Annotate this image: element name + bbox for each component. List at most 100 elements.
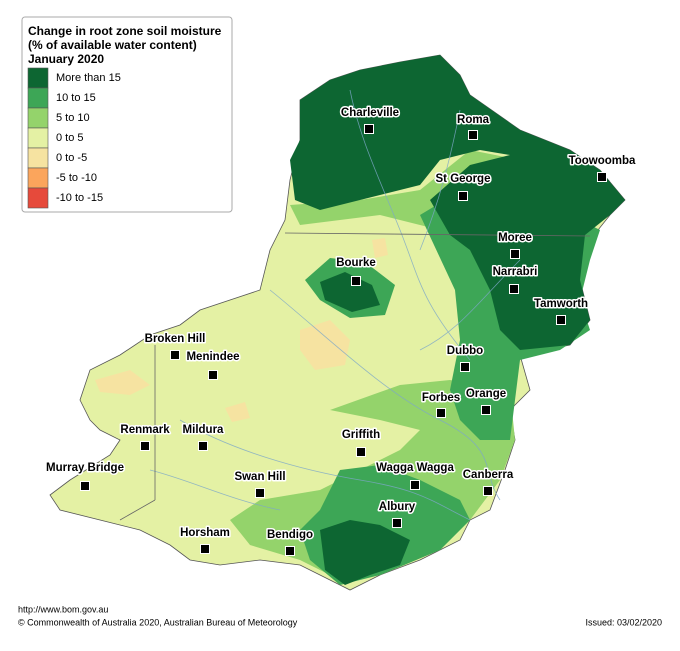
city-marker (556, 315, 566, 325)
city: Mildura (181, 423, 226, 451)
legend-title: January 2020 (28, 52, 104, 66)
city: Griffith (340, 428, 382, 457)
city: Canberra (461, 468, 515, 496)
legend-label: More than 15 (56, 72, 121, 84)
city-label: Forbes (422, 392, 460, 404)
city-marker (356, 447, 366, 457)
city: Toowoomba (567, 154, 638, 182)
city-label: Broken Hill (145, 333, 206, 345)
legend-label: 10 to 15 (56, 92, 96, 104)
city: Albury (377, 500, 417, 528)
footer-url: http://www.bom.gov.au (18, 604, 108, 614)
city-marker (468, 130, 478, 140)
city: St George (434, 172, 492, 201)
city-marker (255, 488, 265, 498)
city-label: Menindee (186, 351, 239, 363)
city-label: Roma (457, 114, 490, 126)
city-label: St George (436, 173, 491, 185)
city: Narrabri (491, 265, 539, 294)
city-label: Horsham (180, 527, 230, 539)
footer-copyright: © Commonwealth of Australia 2020, Austra… (18, 617, 298, 627)
city-marker (198, 441, 208, 451)
city-marker (481, 405, 491, 415)
legend-swatch (27, 87, 49, 109)
legend-label: 0 to -5 (56, 152, 87, 164)
city: Orange (464, 387, 508, 415)
city: Forbes (420, 391, 462, 418)
region-0-to-minus-5 (95, 370, 150, 395)
region-0-to-minus-5 (372, 238, 388, 258)
city-label: Toowoomba (569, 155, 636, 167)
legend-swatch (27, 147, 49, 169)
legend-label: -5 to -10 (56, 172, 97, 184)
city-marker (392, 518, 402, 528)
legend-box (21, 16, 233, 213)
city-label: Wagga Wagga (376, 462, 454, 474)
city-marker (140, 441, 150, 451)
city-marker (80, 481, 90, 491)
city-label: Griffith (342, 429, 380, 441)
legend-label: 5 to 10 (56, 112, 90, 124)
city: Swan Hill (233, 470, 287, 498)
city-marker (458, 191, 468, 201)
city: Tamworth (532, 297, 590, 325)
city-marker (285, 546, 295, 556)
region-0-to-minus-5 (300, 320, 350, 370)
legend-swatch (27, 107, 49, 129)
city-label: Orange (466, 388, 506, 400)
city-label: Canberra (463, 469, 514, 481)
city: Roma (456, 113, 491, 140)
city-label: Albury (379, 501, 416, 513)
city: Charleville (339, 106, 401, 134)
city: Wagga Wagga (375, 461, 456, 490)
city-marker (597, 172, 607, 182)
city-markers: Charleville Roma Toowoomba St George Moree N… (45, 106, 638, 556)
city: Moree (497, 231, 533, 259)
legend-swatch (27, 167, 49, 189)
city-marker (200, 544, 210, 554)
state-border (119, 232, 591, 521)
city-label: Dubbo (447, 345, 483, 357)
city-label: Bourke (336, 257, 376, 269)
city-marker (483, 486, 493, 496)
city-label: Mildura (183, 424, 224, 436)
city-marker (410, 480, 420, 490)
city-marker (351, 276, 361, 286)
city-marker (436, 408, 446, 418)
city-label: Moree (498, 232, 532, 244)
city-marker (509, 284, 519, 294)
legend-swatch (27, 127, 49, 149)
city: Broken Hill (143, 332, 207, 360)
legend-label: -10 to -15 (56, 192, 103, 204)
legend-title: Change in root zone soil moisture (28, 24, 222, 38)
city-label: Murray Bridge (46, 462, 124, 474)
city: Menindee (185, 350, 241, 380)
city-label: Narrabri (493, 266, 538, 278)
legend-title: (% of available water content) (28, 38, 197, 52)
footer-issued: Issued: 03/02/2020 (585, 617, 662, 627)
city-marker (170, 350, 180, 360)
city: Horsham (179, 526, 231, 554)
region-0-to-minus-5 (225, 402, 250, 422)
city: Bourke (335, 256, 377, 286)
city: Dubbo (445, 344, 485, 372)
legend-swatch (27, 67, 49, 89)
city-label: Bendigo (267, 529, 313, 541)
city: Bendigo (266, 528, 315, 556)
region-more-than-15 (320, 520, 410, 585)
region-more-than-15 (320, 272, 380, 312)
city: Renmark (119, 423, 172, 451)
city-marker (208, 370, 218, 380)
city-marker (510, 249, 520, 259)
city-label: Swan Hill (234, 471, 285, 483)
city-label: Renmark (120, 424, 170, 436)
legend-swatch (27, 187, 49, 209)
city: Murray Bridge (45, 461, 125, 491)
legend-label: 0 to 5 (56, 132, 84, 144)
city-label: Charleville (341, 107, 399, 119)
city-label: Tamworth (534, 298, 588, 310)
legend: Change in root zone soil moisture(% of a… (21, 16, 233, 213)
city-marker (364, 124, 374, 134)
river (149, 89, 521, 521)
